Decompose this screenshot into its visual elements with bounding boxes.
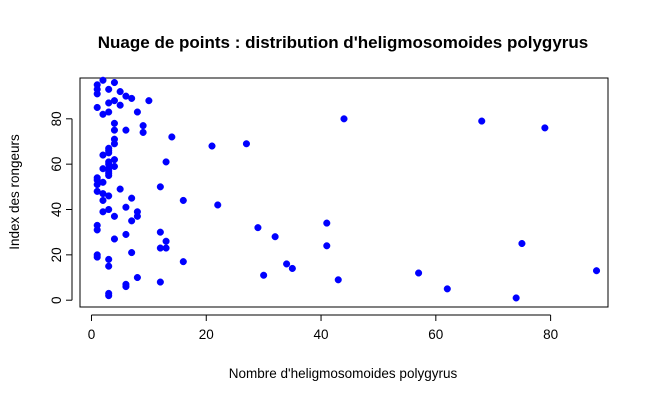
- data-point: [110, 140, 118, 148]
- data-point: [122, 126, 130, 134]
- data-point: [110, 235, 118, 243]
- data-point: [105, 205, 113, 214]
- data-point: [128, 94, 136, 102]
- data-point: [110, 97, 118, 105]
- data-point: [105, 171, 113, 180]
- data-point: [156, 183, 164, 191]
- data-point: [93, 253, 101, 261]
- data-point: [162, 244, 170, 252]
- data-point: [128, 217, 136, 225]
- data-point: [156, 278, 164, 286]
- data-point: [288, 264, 296, 273]
- data-point: [105, 192, 113, 200]
- data-point: [93, 226, 101, 234]
- data-point: [323, 242, 331, 250]
- data-point: [415, 269, 423, 277]
- data-point: [105, 255, 113, 263]
- data-point: [122, 230, 130, 238]
- data-point: [133, 212, 141, 220]
- data-point: [110, 156, 118, 164]
- data-point: [105, 292, 113, 300]
- chart-title: Nuage de points : distribution d'heligmo…: [98, 33, 588, 52]
- data-point: [478, 117, 486, 125]
- data-point: [93, 103, 101, 112]
- y-tick-label: 0: [49, 296, 64, 304]
- data-point: [541, 124, 549, 132]
- x-tick-label: 40: [314, 327, 329, 342]
- y-axis-label: Index des rongeurs: [7, 134, 22, 250]
- data-point: [105, 262, 113, 270]
- data-point: [110, 212, 118, 220]
- data-point: [133, 108, 141, 116]
- data-point: [116, 88, 124, 96]
- data-point: [139, 128, 147, 136]
- data-point: [156, 228, 164, 236]
- x-tick-label: 0: [88, 327, 96, 342]
- data-point: [443, 285, 451, 293]
- data-point: [122, 203, 130, 211]
- data-point: [179, 258, 187, 266]
- data-point: [116, 185, 124, 193]
- x-axis: 0 20 40 60 80: [88, 314, 558, 342]
- x-tick-label: 60: [428, 327, 443, 342]
- data-point: [208, 142, 216, 150]
- data-point: [254, 224, 262, 232]
- data-point: [105, 149, 113, 157]
- data-point: [242, 140, 250, 148]
- x-tick-label: 20: [199, 327, 214, 342]
- data-point: [99, 178, 107, 186]
- data-point: [145, 97, 153, 105]
- data-point: [93, 90, 101, 98]
- data-point: [105, 85, 113, 93]
- data-point: [116, 101, 124, 109]
- data-point: [133, 273, 141, 282]
- y-tick-label: 20: [49, 247, 64, 262]
- data-point: [110, 119, 118, 127]
- plot-area-frame: [79, 77, 609, 308]
- data-point: [334, 276, 342, 284]
- data-point: [162, 237, 170, 245]
- data-point: [260, 271, 268, 279]
- y-axis: 0 20 40 60 80: [49, 111, 73, 304]
- data-point: [592, 267, 601, 275]
- data-point: [323, 219, 331, 227]
- x-tick-label: 80: [543, 327, 558, 342]
- data-point: [168, 133, 176, 141]
- x-axis-label: Nombre d'heligmosomoides polygyrus: [229, 366, 458, 381]
- data-point: [214, 201, 222, 209]
- data-point: [179, 196, 187, 204]
- data-points: [93, 76, 601, 302]
- data-point: [110, 162, 118, 170]
- data-point: [271, 233, 279, 241]
- data-point: [128, 194, 136, 202]
- data-point: [105, 108, 113, 116]
- y-tick-label: 40: [49, 202, 64, 217]
- data-point: [162, 158, 170, 166]
- data-point: [518, 239, 526, 248]
- data-point: [139, 122, 147, 130]
- data-point: [283, 260, 291, 268]
- data-point: [128, 249, 136, 257]
- data-point: [340, 115, 348, 123]
- data-point: [122, 283, 130, 291]
- data-point: [99, 196, 107, 204]
- data-point: [512, 294, 520, 302]
- y-tick-label: 60: [49, 157, 64, 172]
- data-point: [99, 76, 107, 84]
- data-point: [110, 126, 118, 134]
- data-point: [110, 78, 118, 87]
- y-tick-label: 80: [49, 111, 64, 126]
